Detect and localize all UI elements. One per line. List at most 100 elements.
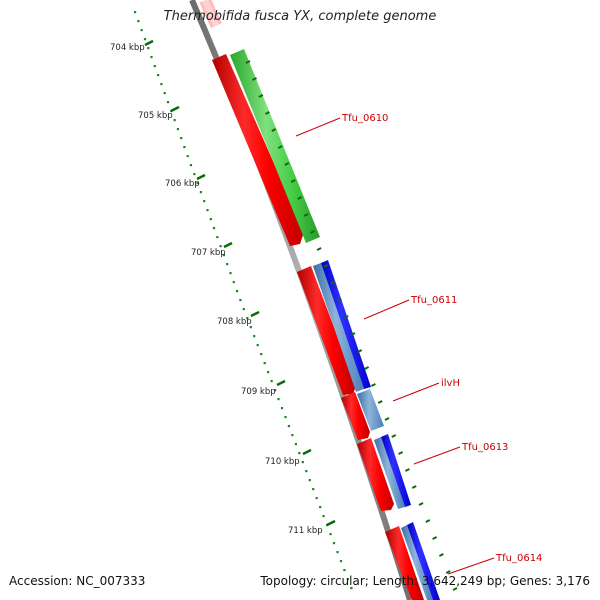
feature-steel-1[interactable]	[313, 263, 364, 392]
outer-track-tick	[264, 111, 270, 115]
ruler-dot	[291, 434, 294, 437]
gene-labels: Tfu_0610 Tfu_0611 ilvH Tfu_0613 Tfu_0614	[295, 113, 542, 575]
ruler-dot	[315, 497, 318, 500]
outer-track-tick	[252, 77, 257, 81]
ruler-dot	[222, 254, 225, 257]
ruler-major-tick	[144, 39, 154, 47]
gene-label[interactable]: ilvH	[441, 378, 460, 389]
outer-track-tick	[316, 247, 322, 251]
ruler-dot	[329, 533, 332, 536]
ruler-dot	[267, 371, 270, 374]
ruler-dot	[196, 182, 199, 185]
outer-track-tick	[452, 587, 458, 591]
ruler-dot	[319, 506, 322, 509]
ruler-dot	[339, 560, 343, 563]
ruler-dot	[209, 218, 212, 221]
ruler-dot	[153, 65, 156, 68]
ruler-dot	[236, 290, 239, 293]
feature-blue-2[interactable]	[381, 434, 411, 507]
feature-steel-4[interactable]	[401, 525, 433, 600]
ruler-dot	[180, 137, 183, 140]
ruler-dot	[260, 353, 263, 356]
ruler-dot	[277, 398, 280, 401]
gene-leader-line	[295, 117, 341, 137]
ruler-dot	[287, 425, 290, 428]
ruler-dot	[134, 11, 137, 14]
outer-track-tick	[391, 434, 397, 438]
ruler-dot	[280, 407, 284, 410]
outer-track-tick	[418, 502, 424, 506]
cds-arrow-tfu0613[interactable]	[357, 438, 394, 511]
outer-track-tick	[411, 485, 417, 489]
outer-track-tick	[330, 281, 336, 285]
ruler-dot	[216, 236, 219, 239]
ruler-ticks	[144, 39, 336, 527]
ruler-dot	[301, 461, 304, 464]
outer-track-tick	[425, 519, 431, 523]
outer-track-tick	[432, 536, 438, 540]
ruler-dot	[199, 191, 202, 194]
cds-arrow-ilvh[interactable]	[341, 392, 370, 440]
ruler-dot	[176, 128, 179, 131]
ruler-dot	[256, 344, 259, 347]
feature-green[interactable]	[230, 49, 320, 243]
ruler-dot	[249, 326, 252, 329]
ruler-dot	[157, 74, 160, 77]
outer-track-tick	[290, 179, 296, 183]
ruler-dot	[270, 380, 273, 383]
outer-track-tick	[384, 417, 390, 421]
cds-arrow-tfu0614[interactable]	[385, 526, 424, 600]
outer-track-tick	[404, 468, 410, 472]
accession-text: Accession: NC_007333	[9, 574, 146, 588]
ruler-dot	[189, 164, 193, 167]
ruler-dot	[242, 308, 245, 311]
ruler-dot	[294, 443, 297, 446]
ruler-dot	[173, 119, 176, 122]
ruler-dot	[308, 479, 311, 482]
gene-label[interactable]: Tfu_0611	[410, 295, 457, 306]
ruler-dot	[219, 245, 222, 248]
ruler-dot	[343, 569, 346, 572]
genome-summary: Topology: circular; Length: 3,642,249 bp…	[260, 574, 590, 588]
ruler-dot	[274, 389, 277, 392]
ruler-dot	[246, 317, 249, 320]
feature-blue-3[interactable]	[407, 522, 440, 600]
ruler-dot	[193, 173, 196, 176]
gene-leader-line	[413, 446, 461, 465]
gene-leader-line	[363, 299, 410, 320]
feature-steel-2[interactable]	[357, 389, 384, 431]
outer-track-tick	[350, 332, 356, 336]
ruler-labels: 704 kbp 705 kbp 706 kbp 707 kbp 708 kbp 709 k…	[110, 43, 323, 536]
ruler-tick-label: 706 kbp	[165, 179, 200, 189]
outer-track-tick	[377, 400, 383, 404]
ruler-tick-label: 704 kbp	[110, 43, 145, 53]
outer-track-tick	[284, 162, 290, 166]
ruler-dot	[253, 335, 256, 338]
outer-track-tick	[343, 315, 349, 319]
ruler-major-tick	[250, 310, 260, 318]
feature-steel-3[interactable]	[374, 437, 405, 509]
outer-track-tick	[310, 230, 316, 234]
cds-arrow-tfu0611[interactable]	[297, 266, 356, 395]
outer-track-tick	[398, 451, 404, 455]
faded-feature-inner	[202, 0, 220, 27]
gene-leader-line	[447, 557, 495, 575]
cds-arrow-tfu0610[interactable]	[212, 54, 304, 246]
ruler-major-tick	[196, 173, 206, 181]
outer-track-tick	[323, 264, 329, 268]
ruler-major-tick	[170, 105, 180, 113]
ruler-dot	[336, 551, 339, 554]
ruler-dot	[212, 227, 216, 230]
ruler-dot	[206, 209, 209, 212]
gene-label[interactable]: Tfu_0613	[461, 442, 508, 453]
ruler-major-tick	[326, 519, 336, 527]
ruler-dot	[160, 83, 163, 86]
gene-label[interactable]: Tfu_0610	[341, 113, 388, 124]
outer-track-tick	[445, 570, 451, 574]
gene-label[interactable]: Tfu_0614	[495, 553, 542, 564]
ruler-dots	[134, 11, 353, 590]
outer-track-tick	[357, 349, 363, 353]
ruler-tick-label: 707 kbp	[191, 248, 226, 258]
feature-blue-1[interactable]	[321, 260, 371, 389]
